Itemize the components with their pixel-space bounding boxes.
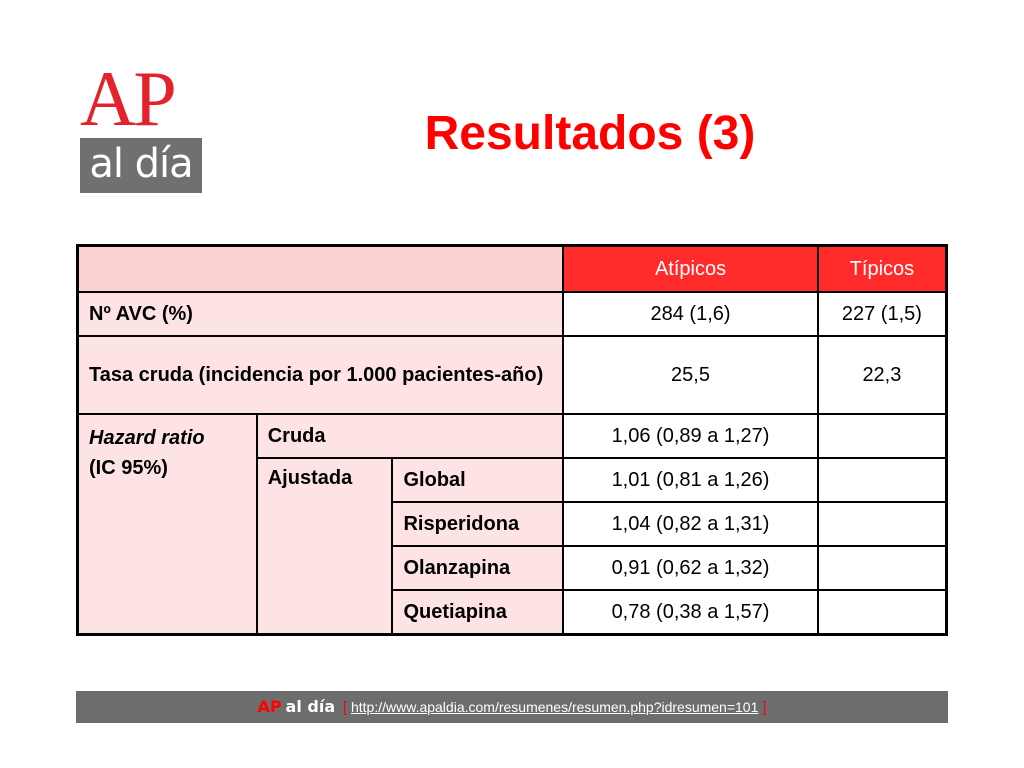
header-atipicos: Atípicos xyxy=(562,244,819,293)
olanzapina-tipicos xyxy=(816,545,948,591)
olanzapina-label: Olanzapina xyxy=(391,545,565,591)
ap-al-dia-logo: AP al día xyxy=(80,60,202,195)
olanzapina-atipicos: 0,91 (0,62 a 1,32) xyxy=(562,545,819,591)
quetiapina-atipicos: 0,78 (0,38 a 1,57) xyxy=(562,589,819,636)
footer-link[interactable]: http://www.apaldia.com/resumenes/resumen… xyxy=(350,699,759,715)
table-row-risperidona: Risperidona 1,04 (0,82 a 1,31) xyxy=(78,501,948,547)
risperidona-tipicos xyxy=(816,501,948,547)
tasa-label: Tasa cruda (incidencia por 1.000 pacient… xyxy=(76,335,565,415)
ajustada-label: Ajustada xyxy=(255,457,394,636)
risperidona-atipicos: 1,04 (0,82 a 1,31) xyxy=(562,501,819,547)
table-row-olanzapina: Olanzapina 0,91 (0,62 a 1,32) xyxy=(78,545,948,591)
quetiapina-tipicos xyxy=(816,589,948,636)
results-table: Atípicos Típicos Nº AVC (%) 284 (1,6) 22… xyxy=(76,244,948,636)
cruda-tipicos xyxy=(816,413,948,459)
tasa-atipicos: 25,5 xyxy=(562,335,819,415)
hazard-ratio-ic: (IC 95%) xyxy=(89,457,168,479)
footer-bracket-open: [ xyxy=(342,699,348,716)
avc-atipicos: 284 (1,6) xyxy=(562,291,819,337)
footer-brand-aldia: al día xyxy=(285,697,336,716)
global-atipicos: 1,01 (0,81 a 1,26) xyxy=(562,457,819,503)
page-title: Resultados (3) xyxy=(424,107,756,160)
quetiapina-label: Quetiapina xyxy=(391,589,565,636)
hazard-ratio-label: Hazard ratio (IC 95%) xyxy=(76,413,258,636)
global-label: Global xyxy=(391,457,565,503)
table-row-quetiapina: Quetiapina 0,78 (0,38 a 1,57) xyxy=(78,589,948,636)
risperidona-label: Risperidona xyxy=(391,501,565,547)
footer-brand-ap: AP xyxy=(257,697,282,716)
table-row-cruda: Hazard ratio (IC 95%) Cruda 1,06 (0,89 a… xyxy=(76,413,948,636)
logo-aldia-text: al día xyxy=(80,138,202,193)
table-header-row: Atípicos Típicos xyxy=(76,244,948,293)
footer-bracket-close: ] xyxy=(762,699,767,716)
header-tipicos: Típicos xyxy=(816,244,948,293)
table-row-tasa: Tasa cruda (incidencia por 1.000 pacient… xyxy=(76,335,948,415)
avc-label: Nº AVC (%) xyxy=(76,291,565,337)
footer-bar: AP al día [ http://www.apaldia.com/resum… xyxy=(76,691,948,723)
table-row-global: Ajustada Global 1,01 (0,81 a 1,26) xyxy=(78,457,948,636)
hazard-ratio-italic: Hazard ratio xyxy=(89,427,205,449)
cruda-label: Cruda xyxy=(255,413,565,459)
cruda-atipicos: 1,06 (0,89 a 1,27) xyxy=(562,413,819,459)
global-tipicos xyxy=(816,457,948,503)
avc-tipicos: 227 (1,5) xyxy=(816,291,948,337)
header-empty-cell xyxy=(76,244,565,293)
tasa-tipicos: 22,3 xyxy=(816,335,948,415)
table-row-avc: Nº AVC (%) 284 (1,6) 227 (1,5) xyxy=(76,291,948,337)
logo-ap-text: AP xyxy=(80,55,177,142)
